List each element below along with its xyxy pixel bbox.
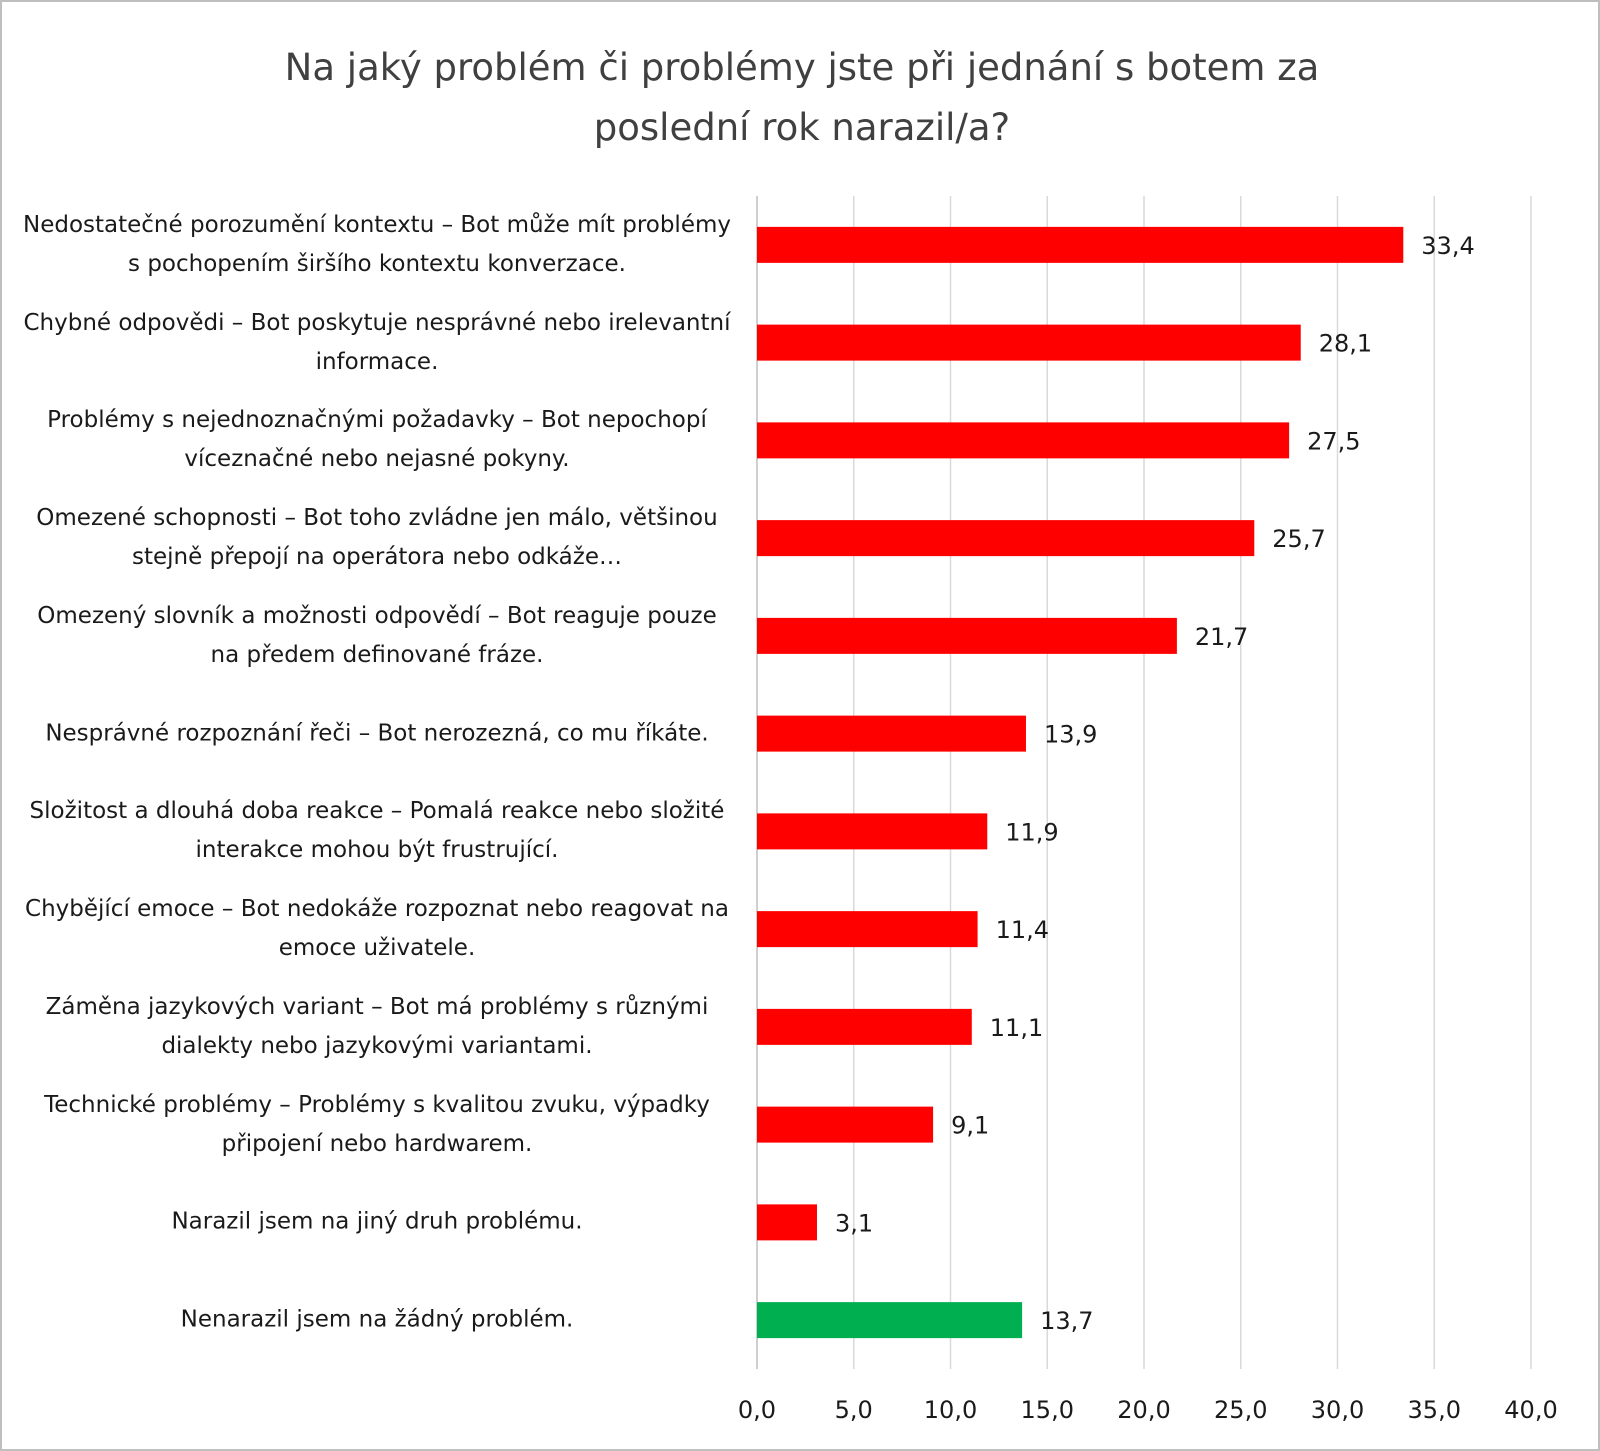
y-tick-label: Omezený slovník a možnosti odpovědí – Bo… [37,602,717,668]
bar [757,715,1026,752]
value-label: 28,1 [1319,330,1372,358]
value-label: 3,1 [835,1209,873,1237]
y-tick-label: Záměna jazykových variant – Bot má probl… [45,993,709,1059]
value-label: 9,1 [951,1112,989,1140]
value-label: 27,5 [1307,427,1360,455]
y-tick-label: Chybějící emoce – Bot nedokáže rozpoznat… [25,896,729,962]
bar [757,1008,972,1045]
bar [757,1302,1023,1339]
x-tick-label: 0,0 [738,1396,776,1424]
bar [757,1106,934,1143]
bar [757,813,988,850]
x-tick-label: 5,0 [835,1396,873,1424]
bar [757,226,1404,263]
bar [757,617,1177,654]
value-label: 33,4 [1421,232,1474,260]
y-tick-label: Omezené schopnosti – Bot toho zvládne je… [36,505,718,571]
y-tick-label: Nenarazil jsem na žádný problém. [180,1306,574,1333]
value-label: 11,9 [1005,818,1058,846]
y-tick-label: Chybné odpovědi – Bot poskytuje nesprávn… [23,309,731,375]
value-label: 21,7 [1195,623,1248,651]
y-tick-label: Technické problémy – Problémy s kvalitou… [44,1091,710,1157]
x-tick-label: 15,0 [1021,1396,1074,1424]
x-tick-label: 10,0 [924,1396,977,1424]
bar [757,324,1301,361]
value-label: 11,4 [996,916,1049,944]
y-tick-label: Složitost a dlouhá doba reakce – Pomalá … [29,798,725,864]
x-tick-label: 35,0 [1408,1396,1461,1424]
value-label: 25,7 [1272,525,1325,553]
x-tick-label: 40,0 [1504,1396,1557,1424]
x-tick-label: 30,0 [1311,1396,1364,1424]
bar [757,1204,817,1241]
bar [757,911,978,948]
value-label: 13,7 [1040,1307,1093,1335]
bar [757,520,1255,557]
y-tick-label: Problémy s nejednoznačnými požadavky – B… [47,407,707,473]
x-tick-label: 25,0 [1214,1396,1267,1424]
value-label: 11,1 [990,1014,1043,1042]
bar [757,422,1290,459]
y-tick-label: Nedostatečné porozumění kontextu – Bot m… [23,211,731,277]
value-label: 13,9 [1044,721,1097,749]
y-tick-label: Nesprávné rozpoznání řeči – Bot nerozezn… [45,720,709,747]
chart-title: Na jaký problém či problémy jste při jed… [284,46,1320,149]
y-tick-label: Narazil jsem na jiný druh problému. [171,1208,583,1235]
x-tick-label: 20,0 [1117,1396,1170,1424]
